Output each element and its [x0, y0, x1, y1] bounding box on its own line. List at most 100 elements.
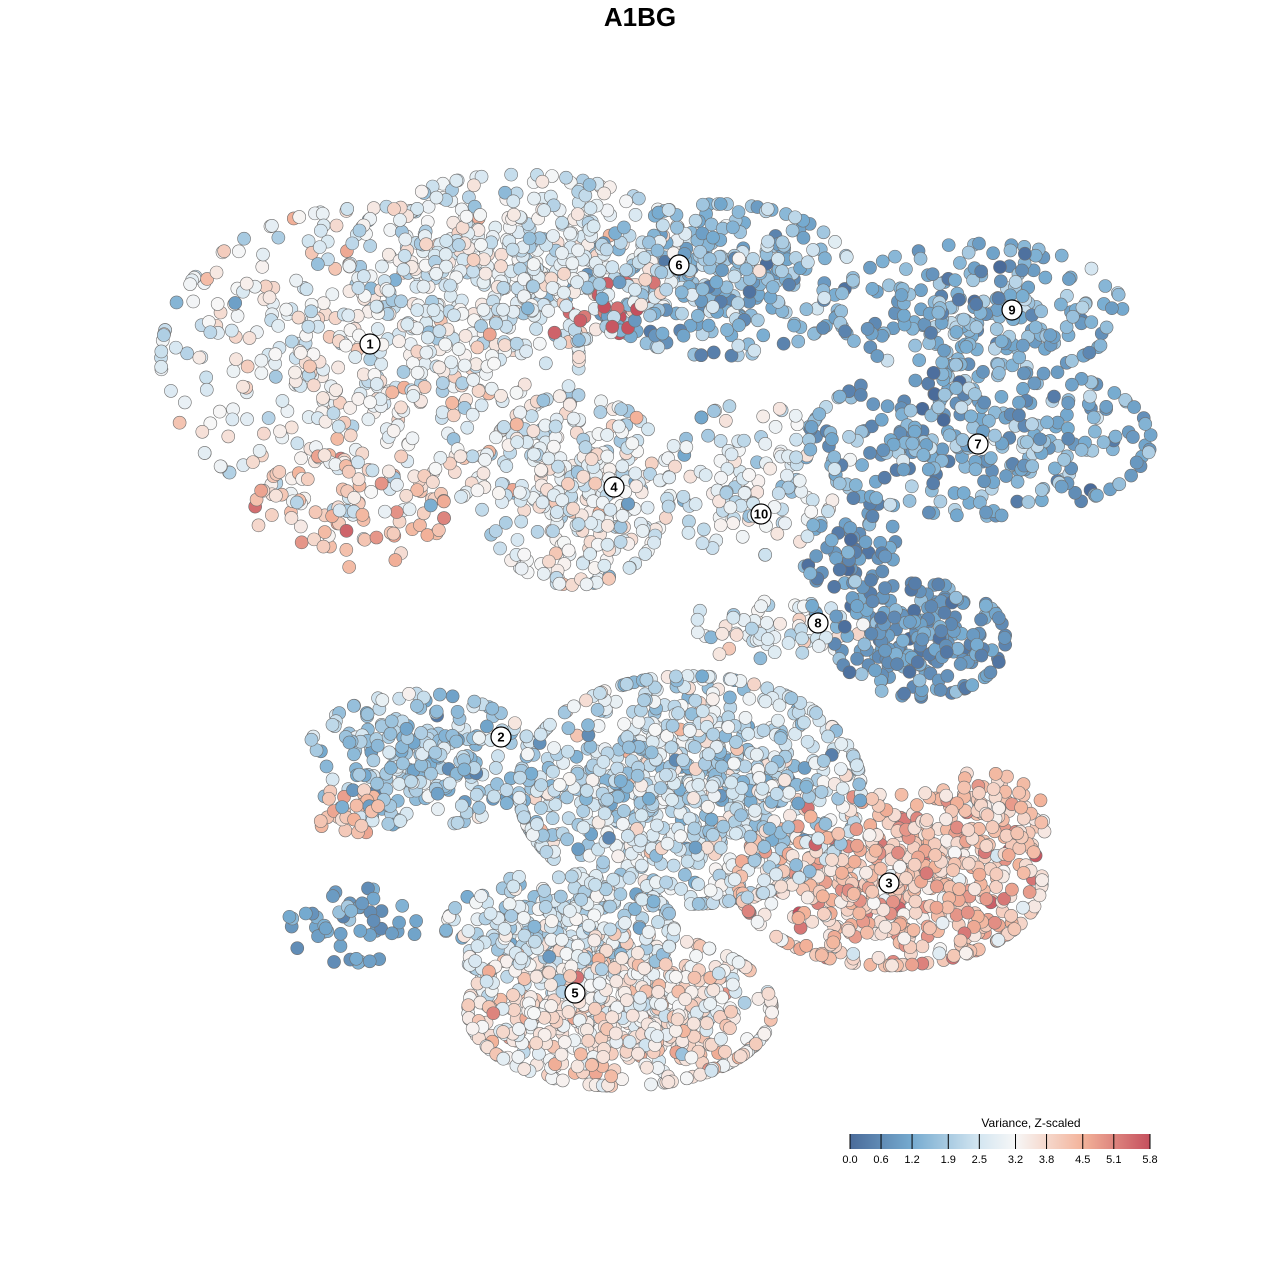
data-point — [921, 462, 936, 477]
data-point — [954, 400, 969, 415]
data-point — [534, 801, 548, 815]
data-point — [494, 259, 508, 274]
data-point — [902, 665, 917, 679]
data-point — [835, 286, 849, 301]
data-point — [912, 353, 926, 368]
data-point — [465, 1021, 480, 1036]
data-point — [1065, 354, 1079, 368]
data-point — [533, 727, 548, 742]
data-point — [896, 633, 910, 648]
data-point — [528, 934, 542, 949]
data-point — [834, 304, 849, 319]
data-point — [1043, 328, 1057, 342]
data-point — [470, 939, 485, 953]
data-point — [679, 1071, 694, 1086]
data-point — [997, 631, 1012, 645]
data-point — [1016, 338, 1030, 353]
data-point — [178, 395, 192, 410]
data-point — [904, 479, 919, 494]
data-point — [912, 673, 927, 688]
data-point — [437, 511, 451, 525]
data-point — [570, 207, 585, 221]
data-point — [1012, 350, 1027, 365]
data-point — [913, 251, 928, 266]
data-point — [908, 905, 923, 920]
data-point — [758, 694, 773, 709]
data-point — [758, 547, 773, 562]
data-point — [438, 337, 453, 352]
data-point — [615, 459, 630, 474]
data-point — [487, 356, 501, 371]
data-point — [388, 553, 403, 567]
data-point — [520, 747, 535, 761]
data-point — [457, 358, 472, 373]
data-point — [637, 693, 651, 708]
data-point — [613, 520, 628, 534]
data-point — [410, 699, 424, 713]
data-point — [394, 449, 408, 464]
data-point — [354, 818, 369, 833]
data-point — [827, 579, 841, 594]
data-point — [832, 476, 847, 491]
data-point — [449, 173, 464, 188]
data-point — [502, 897, 517, 911]
data-point — [499, 796, 514, 810]
data-point — [720, 323, 734, 337]
data-point — [925, 267, 940, 281]
data-point — [791, 334, 806, 349]
data-point — [654, 997, 668, 1012]
data-point — [498, 338, 512, 352]
data-point — [961, 245, 976, 260]
data-point — [878, 919, 893, 934]
data-point — [1012, 408, 1026, 423]
data-point — [739, 262, 754, 277]
data-point — [472, 800, 486, 815]
data-point — [414, 758, 428, 773]
data-point — [795, 645, 810, 660]
data-point — [550, 505, 564, 519]
data-point — [199, 382, 214, 397]
data-point — [801, 255, 815, 270]
data-point — [203, 325, 218, 340]
data-point — [514, 561, 529, 576]
data-point — [949, 357, 963, 372]
data-point — [265, 218, 279, 233]
data-point — [559, 299, 574, 313]
data-point — [419, 345, 434, 360]
data-point — [619, 677, 634, 691]
data-point — [887, 610, 902, 625]
data-point — [733, 1049, 748, 1064]
data-point — [850, 838, 864, 853]
data-point — [366, 913, 381, 928]
data-point — [714, 1032, 728, 1046]
data-point — [609, 694, 623, 709]
data-point — [322, 791, 336, 806]
data-point — [756, 409, 770, 424]
data-point — [389, 505, 404, 519]
data-point — [1038, 270, 1053, 285]
data-point — [294, 535, 309, 550]
data-point — [897, 308, 911, 323]
data-point — [628, 466, 643, 481]
data-point — [566, 501, 580, 516]
data-point — [600, 428, 614, 442]
data-point — [640, 500, 655, 515]
data-point — [394, 400, 408, 415]
data-point — [706, 828, 720, 842]
data-point — [325, 772, 340, 787]
data-point — [553, 889, 568, 904]
data-point — [735, 529, 750, 544]
data-point — [643, 308, 657, 323]
data-point — [514, 514, 529, 529]
data-point — [544, 978, 558, 992]
data-point — [902, 494, 917, 508]
data-point — [382, 464, 396, 479]
data-point — [319, 759, 334, 774]
data-point — [602, 571, 616, 586]
data-point — [421, 330, 435, 345]
data-point — [485, 701, 500, 716]
data-point — [631, 715, 646, 729]
data-point — [979, 598, 993, 613]
data-point — [992, 611, 1006, 625]
data-point — [342, 259, 357, 273]
